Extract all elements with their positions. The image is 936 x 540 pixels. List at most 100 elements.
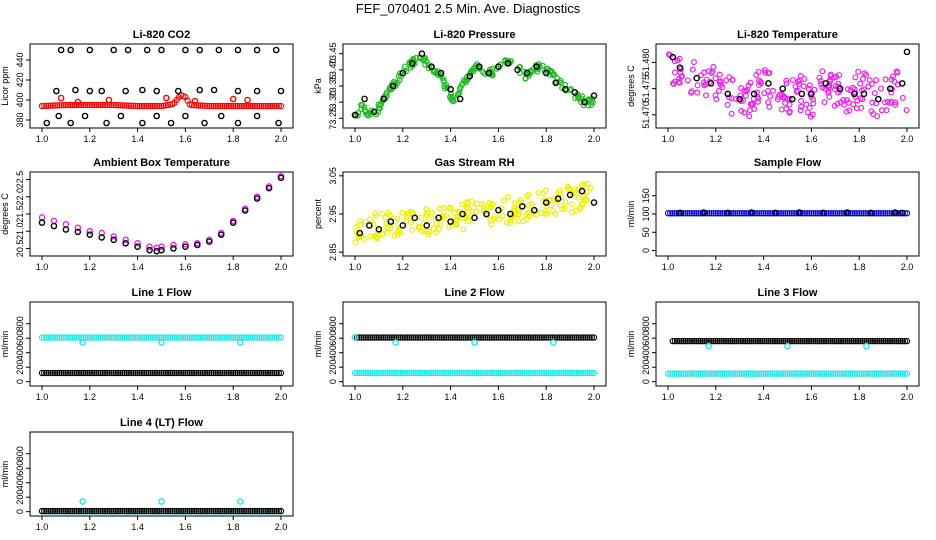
data-point (451, 334, 459, 341)
data-point (562, 369, 569, 377)
data-point (527, 369, 535, 377)
data-point (140, 334, 148, 341)
x-tick-label: 2.0 (588, 392, 601, 402)
data-point (277, 334, 285, 341)
y-axis-label: ml/min (626, 201, 636, 228)
data-point (240, 102, 248, 110)
data-point (803, 370, 811, 377)
data-point (839, 337, 847, 345)
data-point (860, 90, 868, 98)
data-point (351, 369, 359, 377)
panel-title: Li-820 Temperature (737, 29, 838, 41)
data-point (833, 337, 840, 345)
data-point (97, 101, 104, 109)
data-point (86, 507, 93, 515)
data-point (438, 334, 446, 341)
data-point (245, 369, 252, 377)
data-point (713, 96, 720, 103)
data-point (826, 94, 833, 101)
data-point (467, 369, 474, 377)
data-point (217, 112, 225, 120)
x-tick-label: 1.6 (492, 134, 505, 144)
data-point (399, 69, 407, 77)
data-point (153, 87, 161, 95)
data-point (560, 334, 567, 341)
data-point (514, 66, 521, 74)
data-point (230, 334, 237, 341)
data-point (212, 507, 219, 515)
data-point (240, 369, 248, 377)
data-point (264, 102, 272, 110)
data-point (810, 370, 817, 377)
data-point (670, 80, 677, 87)
data-point (866, 370, 874, 377)
data-point (75, 334, 83, 341)
data-point (878, 337, 885, 345)
data-point (695, 370, 702, 377)
data-point (266, 369, 274, 377)
data-point (81, 112, 89, 120)
data-point (669, 53, 677, 61)
data-point (741, 87, 748, 94)
data-point (372, 233, 379, 240)
data-point (716, 370, 724, 377)
data-point (86, 87, 94, 95)
data-point (707, 80, 715, 87)
data-point (69, 369, 76, 377)
data-point (399, 369, 406, 377)
data-point (58, 507, 65, 515)
data-point (188, 334, 196, 341)
series-1 (676, 209, 906, 217)
data-point (779, 85, 787, 92)
data-point (708, 210, 715, 217)
x-tick-label: 1.0 (662, 392, 675, 402)
data-point (520, 218, 527, 225)
data-point (134, 239, 141, 247)
data-point (519, 203, 526, 210)
data-point (773, 370, 780, 377)
data-point (275, 369, 282, 377)
data-point (214, 334, 222, 341)
data-point (471, 339, 478, 346)
data-point (86, 46, 94, 54)
data-layer (665, 48, 911, 120)
data-point (736, 210, 743, 217)
data-point (86, 334, 93, 341)
data-point (247, 369, 254, 377)
x-tick-label: 1.0 (36, 134, 49, 144)
data-point (67, 507, 74, 515)
data-point (38, 507, 46, 515)
data-point (217, 334, 224, 341)
data-point (667, 210, 674, 217)
data-point (67, 334, 74, 341)
x-tick-label: 1.6 (805, 262, 818, 272)
data-point (871, 90, 878, 97)
series-0 (38, 92, 285, 110)
data-point (676, 64, 684, 71)
data-point (558, 194, 565, 201)
y-tick-label: 3.05 (328, 167, 338, 185)
series-2 (79, 498, 244, 505)
data-point (526, 209, 533, 216)
data-point (788, 210, 795, 217)
data-point (783, 77, 790, 84)
data-point (876, 337, 883, 345)
data-point (47, 334, 54, 341)
data-point (473, 208, 480, 215)
data-point (396, 77, 403, 84)
data-point (258, 369, 265, 377)
data-point (493, 334, 500, 341)
data-point (201, 119, 208, 127)
data-point (751, 370, 759, 377)
data-point (748, 100, 755, 107)
data-point (197, 334, 204, 341)
data-point (690, 210, 698, 217)
data-point (556, 334, 563, 341)
data-point (726, 94, 733, 101)
data-point (62, 334, 70, 341)
data-point (845, 370, 852, 377)
data-point (230, 507, 237, 515)
data-point (549, 369, 556, 377)
y-tick-label: 200 (641, 360, 651, 375)
data-point (710, 370, 717, 377)
